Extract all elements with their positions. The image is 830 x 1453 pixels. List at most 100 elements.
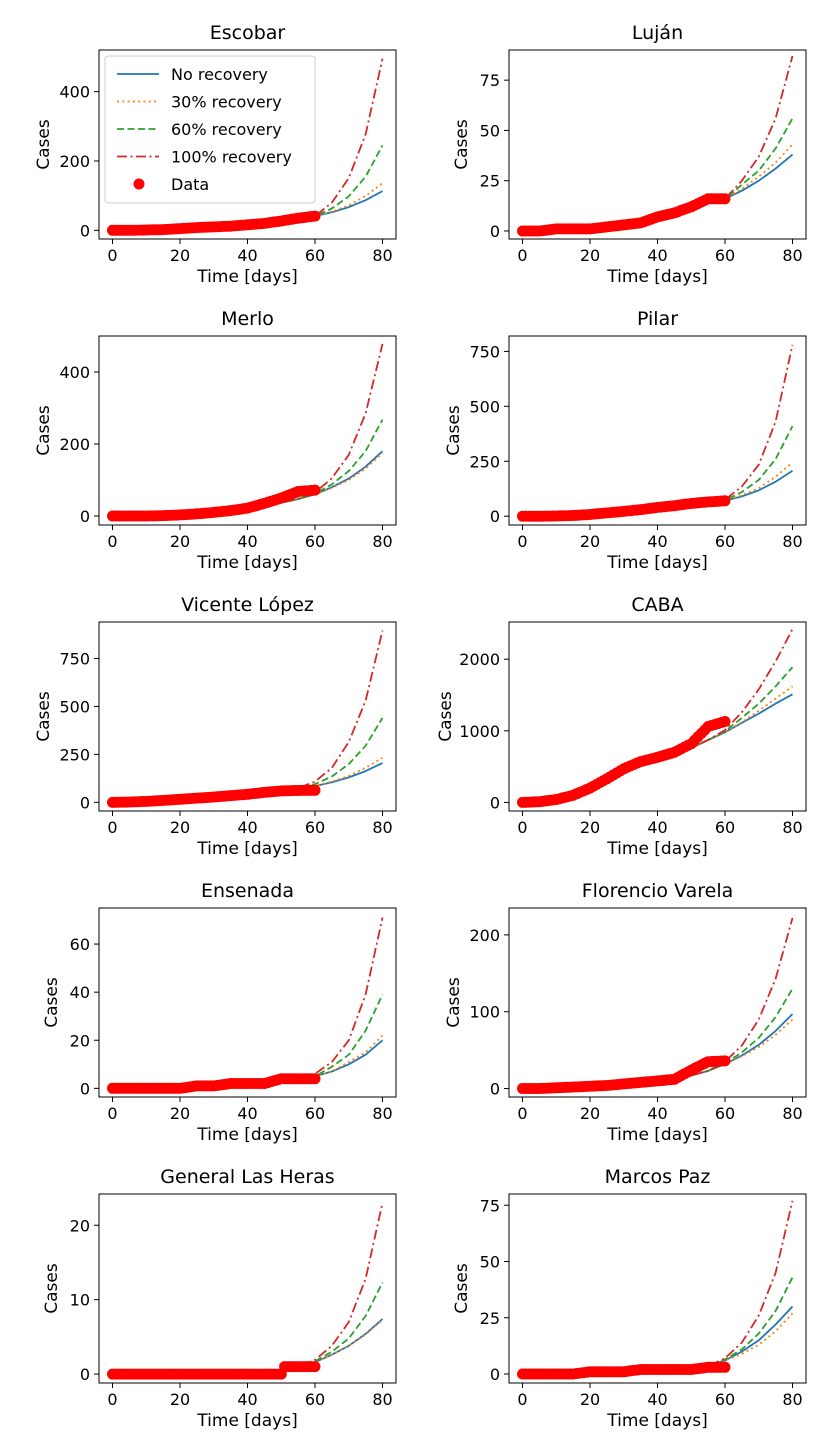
x-tick-label: 0 (517, 1390, 527, 1409)
y-axis-label: Cases (34, 119, 54, 170)
x-tick-label: 80 (372, 532, 392, 551)
x-tick-label: 0 (107, 1104, 117, 1123)
x-axis-label: Time [days] (196, 839, 297, 859)
x-tick-label: 80 (372, 1104, 392, 1123)
y-tick-label: 0 (490, 222, 500, 241)
plot-area (107, 1202, 384, 1380)
y-tick-label: 2000 (459, 650, 500, 669)
axes-frame (508, 621, 807, 812)
x-tick-label: 20 (580, 1390, 600, 1409)
subplot-title: Escobar (210, 22, 286, 44)
y-axis-label: Cases (444, 977, 464, 1028)
y-tick-label: 200 (469, 926, 500, 945)
x-tick-label: 60 (715, 246, 735, 265)
legend-label: 60% recovery (171, 120, 282, 139)
x-tick-label: 60 (305, 532, 325, 551)
subplot: 0 20 40 60 80 0 200 400 Escobar Time [days] Cases N… (34, 22, 397, 287)
y-tick-label: 60 (70, 935, 90, 954)
y-tick-label: 250 (59, 745, 90, 764)
legend-label: No recovery (171, 65, 268, 84)
subplot: 0 20 40 60 80 0 100 200 Florencio Varela Time [da… (444, 880, 807, 1145)
x-axis-label: Time [days] (196, 1125, 297, 1145)
series-line-r60 (674, 988, 794, 1081)
axes-frame (98, 907, 397, 1098)
y-tick-label: 20 (70, 1031, 90, 1050)
series-line-no (522, 693, 793, 804)
x-tick-label: 80 (782, 246, 802, 265)
subplot: 0 20 40 60 80 0 20 40 60 Ensenada Time [days] Cases (42, 880, 397, 1145)
subplot-title: CABA (631, 594, 683, 616)
y-tick-label: 0 (80, 1079, 90, 1098)
x-tick-label: 60 (305, 246, 325, 265)
y-axis-label: Cases (42, 977, 62, 1028)
y-axis-label: Cases (42, 1263, 62, 1314)
x-tick-label: 80 (782, 818, 802, 837)
subplot: 0 20 40 60 80 0 10 20 General Las Heras Time [day… (42, 1166, 397, 1431)
plot-area (107, 630, 384, 808)
data-point (309, 1073, 321, 1085)
data-point (719, 716, 731, 727)
y-tick-label: 0 (490, 1365, 500, 1384)
series-line-no (691, 1305, 794, 1371)
subplot-title: General Las Heras (160, 1166, 334, 1188)
series-line-r30 (297, 1034, 384, 1080)
x-tick-label: 40 (237, 1104, 257, 1123)
x-tick-label: 80 (372, 246, 392, 265)
plot-area (517, 55, 794, 237)
x-tick-label: 40 (647, 532, 667, 551)
y-tick-label: 400 (59, 363, 90, 382)
subplot: 0 20 40 60 80 0 25 50 75 Marcos Paz Time [days] Cas… (452, 1166, 807, 1431)
y-tick-label: 25 (480, 172, 500, 191)
x-tick-label: 60 (305, 1104, 325, 1123)
y-tick-label: 0 (490, 507, 500, 526)
series-line-r100 (264, 1202, 384, 1373)
legend-marker-data (133, 178, 145, 190)
series-line-r60 (297, 994, 384, 1080)
x-tick-label: 0 (107, 818, 117, 837)
x-tick-label: 0 (517, 532, 527, 551)
x-tick-label: 40 (237, 818, 257, 837)
series-line-no (708, 153, 794, 200)
x-tick-label: 40 (647, 818, 667, 837)
subplot-title: Ensenada (201, 880, 294, 902)
y-tick-label: 50 (480, 121, 500, 140)
legend-label: 100% recovery (171, 148, 292, 167)
x-tick-label: 0 (107, 532, 117, 551)
data-point (309, 210, 321, 222)
series-line-r30 (522, 685, 794, 804)
data-point (719, 1361, 731, 1373)
plot-area (517, 917, 794, 1094)
x-tick-label: 0 (107, 246, 117, 265)
y-tick-label: 0 (80, 793, 90, 812)
x-axis-label: Time [days] (606, 1125, 707, 1145)
y-tick-label: 200 (59, 152, 90, 171)
data-point (309, 784, 321, 796)
y-axis-label: Cases (444, 405, 464, 456)
series-line-no (297, 1039, 384, 1080)
x-tick-label: 80 (782, 1390, 802, 1409)
subplot: 0 20 40 60 80 0 200 400 Merlo Time [days] Cases (34, 308, 397, 573)
axes-frame (98, 1193, 397, 1384)
subplot-title: Florencio Varela (582, 880, 734, 902)
plot-area (517, 1200, 794, 1380)
subplot-title: Merlo (221, 308, 274, 330)
series-line-r30 (708, 143, 794, 200)
series-line-r30 (708, 461, 794, 503)
legend-label: 30% recovery (171, 93, 282, 112)
x-axis-label: Time [days] (196, 267, 297, 287)
x-tick-label: 40 (647, 1390, 667, 1409)
legend-box (104, 55, 316, 204)
subplot-title: Marcos Paz (605, 1166, 711, 1188)
axes-frame (98, 335, 397, 526)
series-line-r60 (264, 1282, 384, 1373)
subplot: 0 20 40 60 80 0 250 500 750 Pilar Time [days] Cases (444, 308, 807, 573)
x-tick-label: 60 (715, 818, 735, 837)
x-axis-label: Time [days] (196, 1411, 297, 1431)
y-tick-label: 0 (80, 221, 90, 240)
series-line-r100 (522, 628, 794, 804)
x-tick-label: 40 (237, 532, 257, 551)
subplot-title: Vicente López (181, 594, 314, 616)
x-tick-label: 80 (782, 1104, 802, 1123)
x-tick-label: 20 (580, 818, 600, 837)
series-line-r100 (247, 343, 384, 509)
